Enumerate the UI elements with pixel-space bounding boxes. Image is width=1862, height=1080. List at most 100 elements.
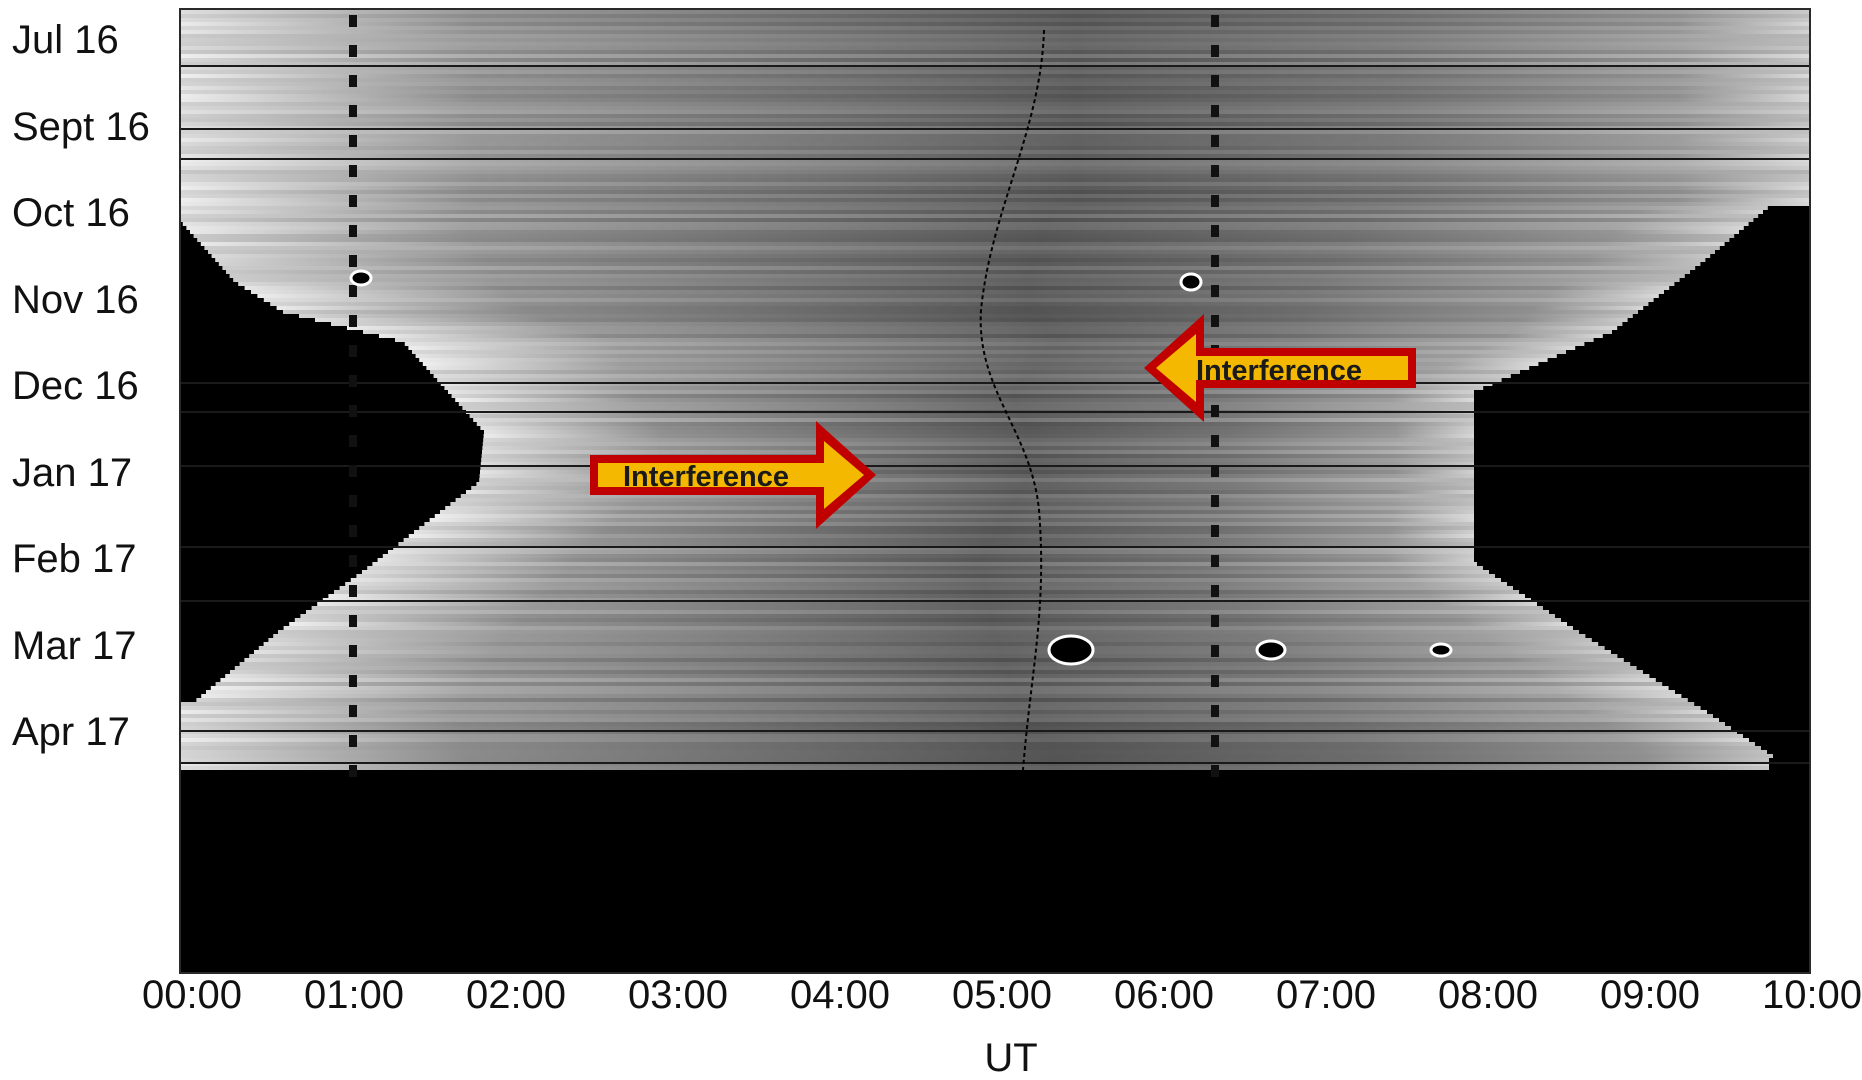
heatmap-row — [181, 202, 1809, 206]
dropout-mark — [349, 345, 357, 357]
dropout-mark — [349, 465, 357, 477]
heatmap-row — [480, 466, 1474, 470]
heatmap-row — [434, 514, 1474, 518]
data-gap-line — [181, 762, 1809, 764]
dropout-mark — [1211, 765, 1219, 777]
heatmap-row — [455, 398, 1474, 402]
heatmap-row — [181, 122, 1809, 126]
dropout-mark — [349, 225, 357, 237]
dropout-mark — [1211, 465, 1219, 477]
heatmap-row — [193, 234, 1735, 238]
heatmap-row — [181, 734, 1743, 738]
heatmap-row — [482, 442, 1474, 446]
heatmap-row — [422, 362, 1539, 366]
heatmap-row — [181, 154, 1809, 158]
dropout-mark — [1211, 705, 1219, 717]
heatmap-row — [181, 738, 1749, 742]
heatmap-row — [448, 390, 1474, 394]
heatmap-row — [211, 254, 1711, 258]
interference-label-right: Interference — [623, 461, 790, 493]
dropout-mark — [1211, 405, 1219, 417]
heatmap-row — [181, 130, 1809, 134]
heatmap-row — [480, 426, 1474, 430]
heatmap-row — [473, 418, 1474, 422]
heatmap-row — [181, 66, 1809, 70]
heatmap-row — [182, 222, 1749, 226]
heatmap-row — [444, 386, 1484, 390]
heatmap-row — [220, 678, 1656, 682]
heatmap-row — [181, 190, 1809, 194]
heatmap-row — [249, 654, 1618, 658]
heatmap-row — [181, 746, 1761, 750]
dropout-mark — [1211, 165, 1219, 177]
heatmap-row — [181, 178, 1809, 182]
heatmap-row — [419, 358, 1548, 362]
heatmap-row — [215, 258, 1706, 262]
heatmap-row — [204, 246, 1720, 250]
x-tick-label: 01:00 — [303, 973, 405, 1017]
dropout-mark — [349, 75, 357, 87]
heatmap-row — [218, 262, 1701, 266]
source-blob — [1429, 642, 1453, 658]
heatmap-row — [429, 518, 1475, 522]
heatmap-row — [206, 690, 1675, 694]
heatmap-row — [210, 686, 1669, 690]
dropout-mark — [349, 765, 357, 777]
y-tick-label: Jul 16 — [12, 18, 119, 62]
heatmap-row — [181, 742, 1755, 746]
heatmap-row — [215, 682, 1663, 686]
x-tick-label: 07:00 — [1275, 973, 1377, 1017]
heatmap-row — [181, 718, 1719, 722]
heatmap-row — [181, 218, 1754, 222]
heatmap-row — [437, 378, 1502, 382]
heatmap-row — [181, 46, 1809, 50]
x-axis-title: UT — [984, 1036, 1038, 1080]
heatmap-row — [345, 582, 1508, 586]
heatmap-row — [398, 542, 1474, 546]
y-tick-label: Feb 17 — [12, 537, 137, 581]
x-tick-label: 02:00 — [465, 973, 567, 1017]
heatmap-row — [181, 758, 1769, 762]
dropout-mark — [349, 525, 357, 537]
heatmap-row — [181, 706, 1701, 710]
heatmap-row — [181, 118, 1809, 122]
dropout-mark — [1211, 315, 1219, 327]
dropout-mark — [349, 15, 357, 27]
heatmap-row — [466, 490, 1474, 494]
heatmap-row — [181, 186, 1809, 190]
heatmap-row — [258, 646, 1605, 650]
y-tick-label: Apr 17 — [12, 710, 130, 754]
heatmap-row — [181, 182, 1809, 186]
dropout-mark — [349, 255, 357, 267]
heatmap-row — [197, 238, 1730, 242]
heatmap-row — [244, 286, 1670, 290]
heatmap-row — [426, 366, 1530, 370]
dropout-mark — [1211, 255, 1219, 267]
dropout-mark — [349, 435, 357, 447]
heatmap-row — [181, 170, 1809, 174]
heatmap-row — [181, 74, 1809, 78]
heatmap-row — [254, 650, 1611, 654]
heatmap-row — [433, 374, 1511, 378]
dropout-mark — [349, 615, 357, 627]
dropout-mark — [349, 675, 357, 687]
dropout-mark — [1211, 615, 1219, 627]
heatmap-row — [181, 754, 1773, 758]
y-tick-label: Nov 16 — [12, 278, 139, 322]
heatmap-row — [350, 578, 1501, 582]
heatmap-row — [482, 446, 1474, 450]
heatmap-row — [181, 114, 1809, 118]
heatmap-row — [181, 750, 1767, 754]
heatmap-row — [451, 394, 1475, 398]
heatmap-row — [181, 18, 1809, 22]
heatmap-row — [419, 526, 1475, 530]
dropout-mark — [1211, 45, 1219, 57]
dropout-mark — [1211, 675, 1219, 687]
heatmap-row — [289, 622, 1568, 626]
heatmap-row — [181, 214, 1759, 218]
heatmap-row — [440, 510, 1474, 514]
heatmap-row — [377, 558, 1475, 562]
heatmap-row — [181, 54, 1809, 58]
heatmap-row — [408, 534, 1474, 538]
source-blob — [1047, 634, 1095, 666]
